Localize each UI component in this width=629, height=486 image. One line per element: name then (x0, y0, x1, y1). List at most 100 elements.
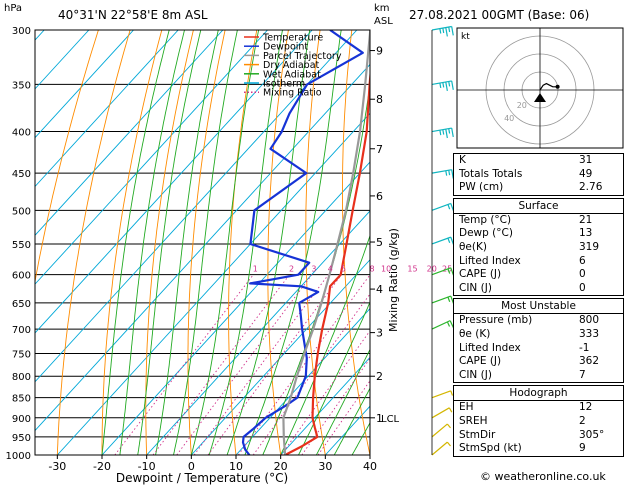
temp-tick-label: 10 (229, 460, 243, 473)
dry-adiabat-line (56, 30, 131, 455)
stats-panel: K 31 Totals Totals 49 PW (cm) 2.76 Surface … (453, 153, 624, 459)
isotherm-line (57, 112, 370, 455)
temp-tick-label: -30 (48, 460, 66, 473)
surface-row: CIN (J) 0 (459, 281, 586, 294)
legend-label: Temperature (262, 33, 323, 44)
mixing-ratio-line (301, 357, 370, 455)
height-tick-label: 5 (376, 236, 383, 249)
indices-box: K 31 Totals Totals 49 PW (cm) 2.76 (453, 153, 624, 196)
location-title: 40°31'N 22°58'E 8m ASL (58, 8, 208, 22)
hodograph-stats-box: Hodograph EH 12 SREH 2 StmDir 305° StmSpd (… (453, 385, 624, 457)
height-tick-label: 2 (376, 370, 383, 383)
wind-barb-flag (451, 26, 454, 36)
wind-barb-staff (431, 441, 448, 456)
wind-barb-flag (446, 321, 451, 327)
mixing-ratio-tick-label: 10 (381, 265, 391, 274)
hodograph-stats-title: Hodograph (454, 386, 623, 402)
wind-barb-flag (439, 130, 442, 136)
temp-tick-label: -10 (138, 460, 156, 473)
pressure-tick-label: 950 (12, 433, 31, 444)
hodograph-ring-label: 20 (517, 101, 527, 110)
wind-barb-flag (447, 296, 451, 303)
credit-text: © weatheronline.co.uk (480, 470, 606, 483)
dry-adiabat-line (342, 30, 370, 455)
hodograph-unit: kt (461, 32, 470, 42)
most-unstable-row: Pressure (mb) 800 (459, 314, 600, 327)
height-tick-label: 4 (376, 283, 383, 296)
temp-tick-label: 0 (188, 460, 195, 473)
mixing-ratio-tick-label: 5 (341, 265, 346, 274)
mixing-ratio-tick-label: 4 (328, 265, 333, 274)
wind-barb-flag (445, 81, 448, 91)
wind-barb-flag (448, 170, 451, 176)
height-tick-label: 6 (376, 190, 383, 203)
pressure-tick-label: 700 (12, 325, 31, 336)
wind-barb-flag (447, 204, 451, 210)
hodograph-ring-label: 40 (504, 114, 514, 123)
wind-barb-flag (442, 129, 445, 135)
legend-label: Mixing Ratio (263, 88, 322, 99)
temp-tick-label: 30 (318, 460, 332, 473)
wet-adiabat-line (137, 30, 202, 455)
isotherm-line (191, 259, 370, 455)
mixing-ratio-tick-label: 15 (407, 265, 417, 274)
dry-adiabat-line (305, 30, 326, 455)
height-tick-label: 1 (376, 412, 383, 425)
wind-barb-flag (439, 28, 442, 34)
pressure-tick-label: 500 (12, 206, 31, 217)
isotherm-line (35, 30, 179, 188)
mixing-ratio-tick-label: 3 (311, 265, 316, 274)
wind-barb-flag (451, 127, 454, 138)
hodograph-row: SREH 2 (459, 414, 586, 427)
pressure-tick-label: 800 (12, 372, 31, 383)
series-line-temperature (284, 68, 370, 455)
height-tick-label: 9 (376, 45, 383, 58)
wind-barb-flag (448, 407, 453, 413)
pressure-tick-label: 450 (12, 169, 31, 180)
mixing-ratio-line (237, 274, 370, 455)
pressure-tick-label: 750 (12, 349, 31, 360)
mixing-ratio-line (114, 274, 254, 455)
height-unit: km (374, 3, 390, 14)
storm-motion-marker (534, 93, 546, 102)
wet-adiabat-line (119, 30, 185, 455)
wet-adiabat-line (315, 348, 370, 455)
pressure-tick-label: 300 (12, 26, 31, 37)
index-row: PW (cm) 2.76 (459, 181, 603, 194)
datetime-title: 27.08.2021 00GMT (Base: 06) (409, 8, 590, 22)
hodograph-end-marker (555, 84, 560, 89)
mixing-ratio-axis-label: Mixing Ratio (g/kg) (387, 228, 400, 332)
isotherm-line (35, 30, 268, 285)
wind-barb-flag (447, 237, 451, 244)
temp-tick-label: -20 (93, 460, 111, 473)
wind-barb-flag (442, 82, 445, 88)
dry-adiabat-line (228, 30, 258, 455)
height-tick-label: 3 (376, 327, 383, 340)
wind-barb-flag (439, 82, 442, 89)
most-unstable-row: CAPE (J) 362 (459, 355, 600, 368)
isotherm-line (280, 356, 370, 455)
wind-barb-flag (446, 423, 451, 429)
isotherm-line (235, 307, 370, 455)
wind-barbs (431, 25, 455, 456)
height-unit-sub: ASL (374, 16, 393, 27)
index-row: Totals Totals 49 (459, 167, 593, 180)
surface-row: θe(K) 319 (459, 240, 600, 253)
wet-adiabat-line (190, 30, 260, 455)
height-tick-label: 7 (376, 143, 383, 156)
wind-barb-flag (448, 128, 451, 134)
wind-barb-flag (446, 441, 451, 447)
temp-tick-label: 40 (363, 460, 377, 473)
isotherm-line (146, 210, 370, 455)
surface-row: Lifted Index 6 (459, 254, 586, 267)
wind-barb-flag (445, 170, 448, 176)
axes: 1234581015202530035040045050055060065070… (6, 26, 453, 473)
isotherm-line (35, 63, 370, 432)
surface-row: Temp (°C) 21 (459, 213, 593, 226)
most-unstable-box: Most Unstable Pressure (mb) 800 θe (K) 333… (453, 298, 624, 384)
wet-adiabat-line (208, 30, 283, 455)
lcl-label: LCL (381, 414, 400, 425)
wind-barb-flag (451, 169, 454, 179)
